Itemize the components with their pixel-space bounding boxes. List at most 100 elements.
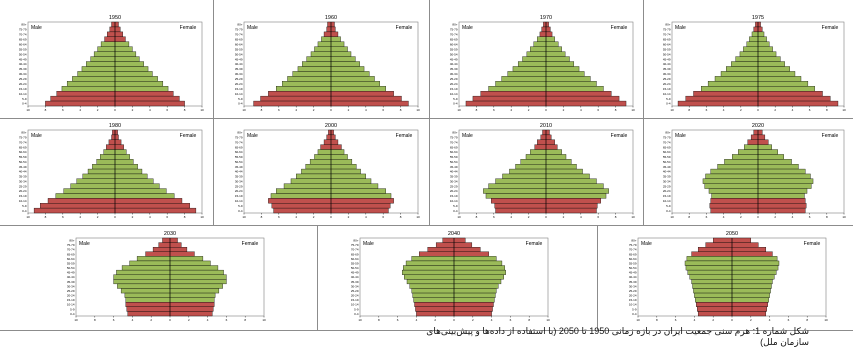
age-tick-label: 10-14 [450,199,458,203]
x-tick-label: 6 [113,318,115,322]
x-tick-label: 0 [114,108,116,112]
age-tick-label: 20-24 [663,82,671,86]
x-tick-label: 2 [528,215,530,219]
x-tick-label: 2 [434,318,436,322]
pyramid-year-label: 1970 [540,15,552,21]
age-tick-label: 60-64 [450,150,458,154]
age-tick-label: 75-79 [351,243,359,247]
age-tick-label: 20-24 [19,189,27,193]
age-tick-label: 25-29 [19,184,27,188]
age-tick-label: 40-44 [663,62,671,66]
x-tick-label: 4 [365,108,367,112]
x-tick-label: 6 [166,215,168,219]
age-tick-label: 35-39 [235,67,243,71]
x-tick-label: 4 [723,215,725,219]
age-tick-label: 45-49 [450,165,458,169]
age-tick-label: 30-34 [450,179,458,183]
grid-divider-col-e [597,225,598,330]
age-tick-label: 55-59 [235,155,243,159]
age-tick-label: 15-19 [19,194,27,198]
age-tick-label: 35-39 [351,280,359,284]
age-tick-label: 60-64 [235,42,243,46]
age-tick-label: 75-79 [235,136,243,140]
x-tick-label: 4 [149,108,151,112]
x-tick-label: 4 [792,108,794,112]
age-tick-label: 25-29 [235,77,243,81]
age-tick-label: 40-44 [629,275,637,279]
x-tick-label: 10 [842,215,846,219]
age-tick-label: 15-19 [19,87,27,91]
age-tick-label: 20-24 [235,82,243,86]
age-tick-label: 45-49 [19,165,27,169]
female-label: Female [822,133,839,139]
age-tick-label: 65-69 [235,37,243,41]
female-label: Female [611,25,628,31]
age-tick-label: 15-19 [67,298,75,302]
age-tick-label: 55-59 [351,261,359,265]
female-label: Female [396,25,413,31]
age-tick-label: 40-44 [19,62,27,66]
age-tick-label: 10-14 [19,199,27,203]
x-tick-label: 6 [62,108,64,112]
age-tick-label: 20-24 [629,294,637,298]
age-tick-label: 80+ [631,238,636,242]
age-tick-label: 65-69 [629,252,637,256]
x-tick-label: 10 [200,108,204,112]
age-tick-label: 30-34 [235,179,243,183]
x-tick-label: 8 [615,215,617,219]
age-tick-label: 25-29 [450,77,458,81]
x-tick-label: 2 [348,215,350,219]
age-tick-label: 80+ [665,131,670,135]
age-tick-label: 45-49 [351,271,359,275]
age-tick-label: 50-54 [663,52,671,56]
age-tick-label: 45-49 [663,57,671,61]
age-tick-label: 30-34 [19,179,27,183]
x-tick-label: 10 [74,318,78,322]
age-tick-label: 55-59 [19,47,27,51]
x-tick-label: 0 [453,318,455,322]
age-tick-label: 80+ [353,238,358,242]
pyramid-year-label: 1975 [752,15,764,21]
age-tick-label: 20-24 [450,189,458,193]
x-tick-label: 2 [348,108,350,112]
pyramid-chart-1975: 1975 Male Female 80+75-7970-7465-6960-6455-… [663,15,846,112]
x-tick-label: 2 [150,318,152,322]
grid-divider-row-1 [0,118,853,119]
age-tick-label: 65-69 [450,145,458,149]
age-tick-label: 10-14 [629,303,637,307]
pyramid-chart-2030: 2030 Male Female 80+75-7970-7465-6960-6455-… [67,231,266,322]
x-tick-label: 2 [188,318,190,322]
age-tick-label: 15-19 [663,87,671,91]
age-tick-label: 35-39 [235,175,243,179]
x-tick-label: 4 [694,318,696,322]
x-tick-label: 10 [546,318,550,322]
x-tick-label: 6 [166,108,168,112]
x-tick-label: 10 [636,318,640,322]
x-tick-label: 0 [757,215,759,219]
age-tick-label: 25-29 [663,184,671,188]
x-tick-label: 8 [244,318,246,322]
age-tick-label: 55-59 [67,261,75,265]
pyramid-chart-1950: 1950 Male Female 80+75-7970-7465-6960-6455-… [19,15,204,112]
age-tick-label: 75-79 [450,136,458,140]
age-tick-label: 0-4 [22,102,27,106]
age-tick-label: 30-34 [450,72,458,76]
age-tick-label: 70-74 [663,33,671,37]
x-tick-label: 2 [563,108,565,112]
age-tick-label: 45-49 [19,57,27,61]
age-tick-label: 40-44 [235,170,243,174]
x-tick-label: 4 [769,318,771,322]
x-tick-label: 8 [184,108,186,112]
age-tick-label: 55-59 [663,155,671,159]
x-tick-label: 8 [528,318,530,322]
x-tick-label: 0 [731,318,733,322]
age-tick-label: 70-74 [67,248,75,252]
x-tick-label: 8 [184,215,186,219]
age-tick-label: 45-49 [450,57,458,61]
caption-line-2: سازمان ملل) [760,337,809,347]
age-tick-label: 5-9 [238,204,243,208]
age-tick-label: 45-49 [663,165,671,169]
age-tick-label: 5-9 [453,97,458,101]
pyramid-year-label: 1980 [109,123,121,129]
